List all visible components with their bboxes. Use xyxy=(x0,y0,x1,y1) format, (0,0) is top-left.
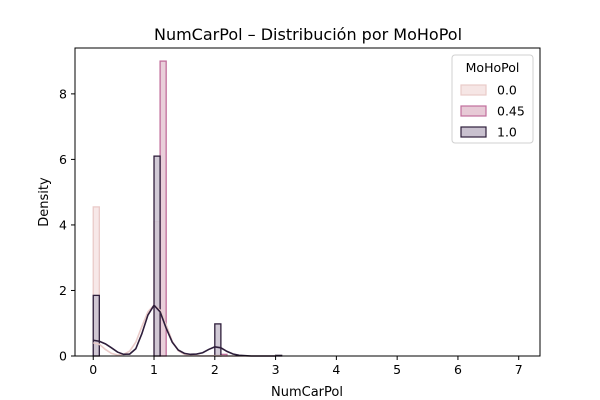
x-tick-label: 6 xyxy=(454,362,462,377)
x-tick-label: 7 xyxy=(515,362,523,377)
y-tick-label: 0 xyxy=(59,349,67,364)
y-tick-label: 4 xyxy=(59,217,67,232)
legend: MoHoPol 0.0 0.45 1.0 xyxy=(451,54,534,144)
x-tick-label: 4 xyxy=(332,362,340,377)
legend-label-0.0: 0.0 xyxy=(497,83,517,98)
x-axis-label: NumCarPol xyxy=(271,385,343,400)
legend-title: MoHoPol xyxy=(466,60,520,75)
legend-label-1.0: 1.0 xyxy=(497,125,517,140)
y-tick-label: 2 xyxy=(59,283,67,298)
y-tick-label: 6 xyxy=(59,152,67,167)
x-tick-label: 3 xyxy=(272,362,280,377)
legend-swatch-0.0 xyxy=(460,84,487,96)
y-axis-label: Density xyxy=(37,177,52,227)
plot-frame xyxy=(74,47,541,357)
kde-line-0.0 xyxy=(93,304,276,357)
legend-swatch-0.45 xyxy=(460,105,487,117)
y-tick-label: 8 xyxy=(59,86,67,101)
legend-label-0.45: 0.45 xyxy=(497,104,525,119)
series-0.45-bars xyxy=(159,60,228,357)
bar-1.0-2 xyxy=(214,323,222,357)
x-tick-label: 2 xyxy=(211,362,219,377)
legend-swatch-1.0 xyxy=(460,126,487,138)
series-1.0-bars xyxy=(92,155,283,357)
x-tick-label: 1 xyxy=(150,362,158,377)
bar-1.0-0 xyxy=(92,294,100,357)
bar-1.0-1 xyxy=(153,155,161,357)
x-tick-label: 0 xyxy=(89,362,97,377)
x-tick-label: 5 xyxy=(393,362,401,377)
plot-area xyxy=(92,60,283,357)
y-axis: 0 2 4 6 8 xyxy=(59,86,75,364)
legend-box xyxy=(451,54,534,144)
chart-title: NumCarPol – Distribución por MoHoPol xyxy=(154,25,462,44)
x-axis: 0 1 2 3 4 5 6 7 xyxy=(89,356,523,377)
kde-line-1.0 xyxy=(93,303,276,357)
